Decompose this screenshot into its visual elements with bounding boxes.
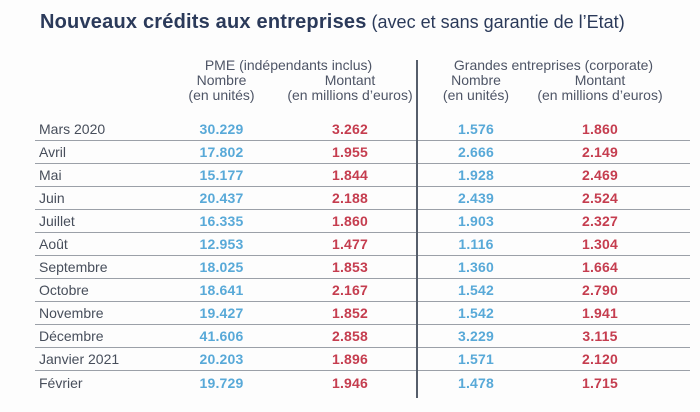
ge-nombre-value: 1.116 [458,236,494,252]
ge-nombre-value: 3.229 [457,328,495,344]
header-unit-row: (en unités) (en millions d’euros) (en un… [35,88,690,103]
pme-nombre-value: 19.729 [199,374,244,391]
table-row: Avril 17.802 1.955 2.666 2.149 [35,141,690,164]
ge-nombre-value: 1.903 [457,213,495,229]
table-row: Février 19.729 1.946 1.478 1.715 [35,371,690,394]
row-month-label: Juin [39,190,65,206]
ge-nombre-value: 1.478 [457,374,495,391]
row-month-label: Juillet [39,213,75,229]
pme-montant-value: 1.946 [331,374,369,391]
pme-nombre-value: 12.953 [199,236,244,252]
row-month-label: Décembre [39,328,104,344]
table-row: Septembre 18.025 1.853 1.360 1.664 [35,256,690,279]
spacer [35,73,160,88]
pme-nombre-value: 20.203 [199,351,244,367]
col-header-pme-nombre: Nombre [196,72,247,88]
ge-montant-value: 2.524 [581,190,619,206]
ge-montant-value: 1.715 [581,374,619,391]
group-divider-line [416,60,418,398]
group-label-pme: PME (indépendants inclus) [204,57,373,73]
pme-nombre-value: 16.335 [199,213,244,229]
table-header: PME (indépendants inclus) Grandes entrep… [35,58,690,103]
pme-nombre-value: 18.025 [199,259,244,275]
ge-montant-value: 1.941 [581,305,619,321]
ge-nombre-value: 1.360 [457,259,495,275]
table-row: Août 12.953 1.477 1.116 1.304 [35,233,690,256]
pme-nombre-value: 41.606 [199,328,244,344]
row-month-label: Février [39,374,83,391]
ge-montant-value: 2.469 [581,167,619,183]
col-unit-pme-nombre: (en unités) [188,87,255,103]
ge-montant-value: 2.327 [581,213,619,229]
pme-montant-value: 2.188 [331,190,369,206]
header-group-row: PME (indépendants inclus) Grandes entrep… [35,58,690,73]
ge-montant-value: 1.664 [581,259,619,275]
pme-montant-value: 2.167 [331,282,369,298]
ge-nombre-value: 2.439 [457,190,495,206]
table-body: Mars 2020 30.229 3.262 1.576 1.860 Avril… [35,118,690,394]
table-row: Juillet 16.335 1.860 1.903 2.327 [35,210,690,233]
col-unit-ge-nombre: (en unités) [442,87,510,103]
ge-montant-value: 1.304 [581,236,619,252]
title-main: Nouveaux crédits aux entreprises [40,11,367,33]
pme-nombre-value: 30.229 [199,121,244,137]
table-row: Juin 20.437 2.188 2.439 2.524 [35,187,690,210]
pme-nombre-value: 15.177 [199,167,244,183]
pme-montant-value: 3.262 [331,121,369,137]
col-unit-ge-montant: (en millions d’euros) [537,87,663,103]
table-row: Mai 15.177 1.844 1.928 2.469 [35,164,690,187]
pme-montant-value: 1.955 [331,144,369,160]
row-month-label: Novembre [39,305,104,321]
col-unit-pme-montant: (en millions d’euros) [287,87,413,103]
header-name-row: Nombre Montant Nombre Montant [35,73,690,88]
title-subtitle: (avec et sans garantie de l’Etat) [366,12,625,32]
pme-montant-value: 2.858 [331,328,369,344]
table-row: Janvier 2021 20.203 1.896 1.571 2.120 [35,348,690,371]
pme-nombre-value: 20.437 [199,190,244,206]
spacer [35,88,160,103]
table-row: Décembre 41.606 2.858 3.229 3.115 [35,325,690,348]
ge-nombre-value: 1.571 [457,351,495,367]
row-month-label: Mars 2020 [39,121,106,137]
row-month-label: Octobre [39,282,89,298]
ge-nombre-value: 1.928 [457,167,495,183]
table-row: Octobre 18.641 2.167 1.542 2.790 [35,279,690,302]
col-header-ge-montant: Montant [574,72,626,88]
pme-montant-value: 1.860 [331,213,369,229]
ge-montant-value: 3.115 [582,328,618,344]
pme-montant-value: 1.844 [331,167,369,183]
row-month-label: Août [39,236,68,252]
ge-nombre-value: 1.542 [457,305,495,321]
pme-nombre-value: 18.641 [199,282,244,298]
ge-nombre-value: 2.666 [457,144,495,160]
pme-montant-value: 1.477 [331,236,369,252]
ge-montant-value: 2.120 [581,351,619,367]
row-month-label: Avril [39,144,66,160]
row-month-label: Septembre [39,259,108,275]
row-month-label: Janvier 2021 [39,351,120,367]
table-row: Mars 2020 30.229 3.262 1.576 1.860 [35,118,690,141]
page-title: Nouveaux crédits aux entreprises (avec e… [40,10,625,34]
pme-montant-value: 1.852 [331,305,369,321]
ge-montant-value: 1.860 [581,121,619,137]
ge-montant-value: 2.149 [581,144,619,160]
ge-nombre-value: 1.542 [457,282,495,298]
col-header-pme-montant: Montant [324,72,376,88]
pme-nombre-value: 19.427 [199,305,244,321]
table-row: Novembre 19.427 1.852 1.542 1.941 [35,302,690,325]
group-label-grandes-entreprises: Grandes entreprises (corporate) [453,57,654,73]
row-month-label: Mai [39,167,62,183]
pme-nombre-value: 17.802 [199,144,244,160]
credits-table: PME (indépendants inclus) Grandes entrep… [35,58,690,398]
ge-montant-value: 2.790 [581,282,619,298]
ge-nombre-value: 1.576 [457,121,495,137]
pme-montant-value: 1.896 [331,351,369,367]
col-header-ge-nombre: Nombre [451,72,501,88]
pme-montant-value: 1.853 [331,259,369,275]
